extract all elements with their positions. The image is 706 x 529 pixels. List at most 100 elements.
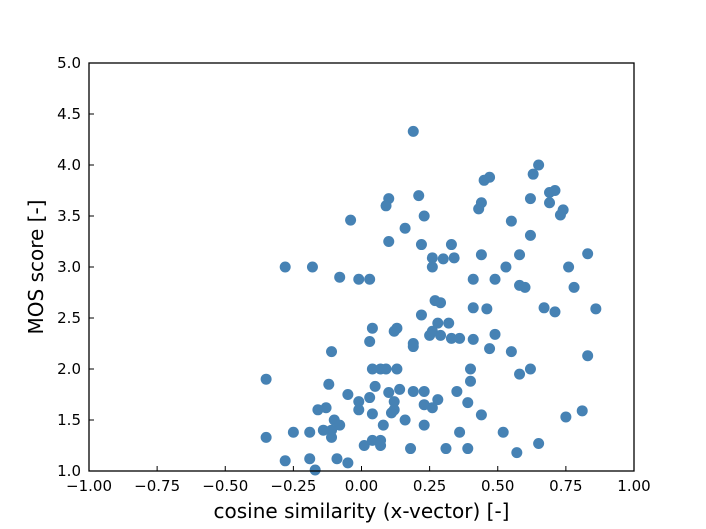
data-point bbox=[524, 193, 536, 205]
x-tick-label: 0.25 bbox=[413, 477, 446, 495]
data-point bbox=[366, 322, 378, 334]
data-point bbox=[334, 419, 346, 431]
data-point bbox=[448, 252, 460, 264]
data-point bbox=[445, 332, 457, 344]
data-point bbox=[380, 200, 392, 212]
y-tick-label: 1.0 bbox=[57, 462, 81, 480]
x-tick-label: −0.75 bbox=[134, 477, 180, 495]
data-point bbox=[538, 302, 550, 314]
data-point bbox=[582, 350, 594, 362]
data-point bbox=[465, 375, 476, 387]
data-point bbox=[366, 408, 378, 420]
data-point bbox=[563, 261, 575, 273]
data-point bbox=[440, 443, 452, 455]
data-point bbox=[505, 215, 517, 227]
data-point bbox=[462, 443, 474, 455]
data-point bbox=[435, 329, 447, 341]
data-point bbox=[473, 203, 485, 215]
ticks-layer: −1.00 −0.75 −0.50 −0.25 0.00 0.25 0.50 0.75 1.00… bbox=[57, 54, 651, 495]
data-point bbox=[260, 431, 272, 443]
data-point bbox=[377, 419, 389, 431]
data-point bbox=[399, 414, 411, 426]
data-point bbox=[426, 252, 438, 264]
data-point bbox=[576, 405, 588, 417]
data-point bbox=[478, 174, 490, 186]
data-point bbox=[514, 249, 526, 261]
x-tick-label: 1.00 bbox=[617, 477, 650, 495]
data-point bbox=[407, 385, 419, 397]
y-axis-title: MOS score [-] bbox=[24, 200, 48, 335]
y-tick-label: 5.0 bbox=[57, 54, 81, 72]
data-point bbox=[527, 168, 539, 180]
data-point bbox=[590, 303, 602, 315]
data-point bbox=[388, 396, 400, 408]
data-point bbox=[489, 328, 501, 340]
data-point bbox=[489, 273, 501, 285]
x-axis-title: cosine similarity (x-vector) [-] bbox=[214, 499, 510, 523]
data-point bbox=[544, 197, 556, 209]
plot-frame bbox=[88, 62, 635, 472]
data-point bbox=[475, 409, 487, 421]
data-point bbox=[364, 392, 376, 404]
x-tick-label: 0.75 bbox=[549, 477, 582, 495]
data-point bbox=[524, 229, 536, 241]
data-point bbox=[394, 383, 406, 395]
data-point bbox=[345, 214, 357, 226]
data-point bbox=[511, 447, 523, 459]
y-tick-label: 4.0 bbox=[57, 156, 81, 174]
data-point bbox=[375, 440, 387, 451]
data-point bbox=[331, 453, 343, 465]
data-point bbox=[304, 426, 316, 438]
data-point bbox=[467, 273, 479, 285]
data-point bbox=[388, 325, 400, 337]
data-point bbox=[544, 187, 556, 199]
data-point bbox=[369, 380, 381, 392]
data-point bbox=[475, 249, 487, 261]
data-point bbox=[484, 343, 496, 355]
data-point bbox=[451, 385, 463, 397]
x-tick-label: 0.00 bbox=[345, 477, 378, 495]
data-point bbox=[323, 378, 335, 390]
data-point bbox=[364, 335, 376, 347]
data-point bbox=[287, 426, 299, 438]
data-point bbox=[309, 464, 321, 476]
data-point bbox=[554, 209, 566, 221]
data-point bbox=[407, 125, 419, 137]
data-point bbox=[317, 424, 329, 436]
data-point bbox=[524, 363, 536, 375]
data-point bbox=[279, 261, 291, 273]
data-point bbox=[462, 397, 474, 409]
data-point bbox=[353, 404, 365, 416]
x-tick-label: −0.25 bbox=[270, 477, 316, 495]
data-point bbox=[426, 261, 438, 273]
data-point bbox=[549, 306, 561, 318]
data-point bbox=[342, 457, 354, 469]
points-layer bbox=[260, 125, 602, 476]
data-point bbox=[380, 363, 392, 375]
data-point bbox=[260, 373, 272, 385]
data-point bbox=[415, 239, 427, 251]
data-point bbox=[465, 363, 476, 375]
y-tick-label: 4.5 bbox=[57, 105, 81, 123]
data-point bbox=[432, 317, 444, 329]
data-point bbox=[435, 297, 447, 309]
data-point bbox=[432, 394, 444, 406]
data-point bbox=[418, 210, 430, 222]
data-point bbox=[399, 222, 411, 234]
data-point bbox=[533, 437, 545, 449]
data-point bbox=[385, 407, 397, 419]
data-point bbox=[407, 341, 419, 353]
data-point bbox=[533, 159, 545, 171]
y-tick-label: 3.5 bbox=[57, 207, 81, 225]
data-point bbox=[418, 385, 430, 397]
data-point bbox=[426, 402, 438, 414]
data-point bbox=[454, 332, 466, 344]
data-point bbox=[445, 239, 457, 251]
data-point bbox=[467, 302, 479, 314]
data-point bbox=[437, 253, 449, 265]
data-point bbox=[353, 273, 365, 285]
data-point bbox=[279, 455, 291, 467]
data-point bbox=[342, 389, 354, 400]
data-point bbox=[481, 303, 493, 315]
